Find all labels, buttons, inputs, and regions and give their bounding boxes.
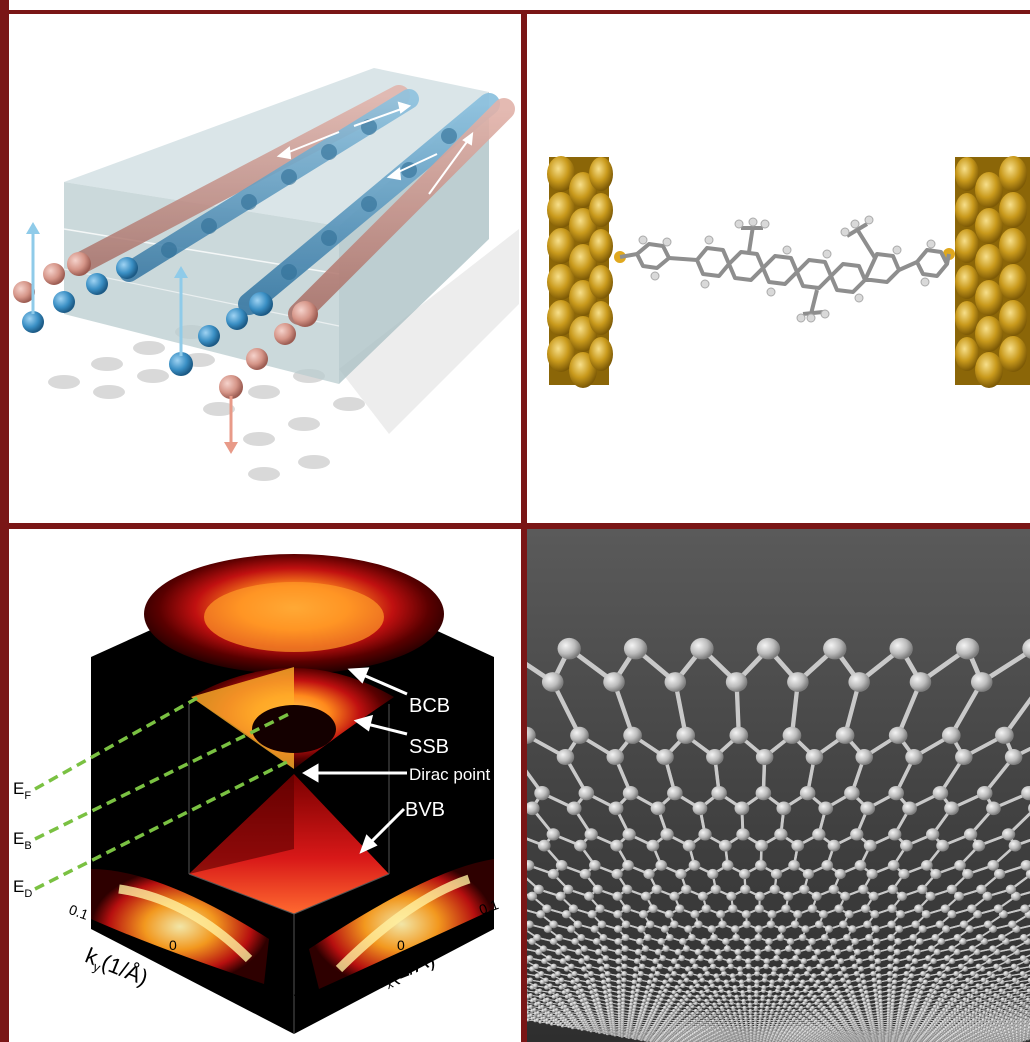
- kx-tick-zero: 0: [397, 937, 405, 953]
- panel-graphene-lattice: [527, 529, 1030, 1042]
- ky-tick-zero: 0: [169, 937, 177, 953]
- molecule-between-electrodes-icon: [547, 156, 1030, 388]
- eb-label: EB: [13, 829, 32, 852]
- hexagonal-lattice-icon: [527, 529, 1030, 1042]
- panel-topological-insulator: [9, 14, 521, 523]
- right-electrode-atoms: [955, 156, 1027, 388]
- bcb-label: BCB: [409, 695, 451, 717]
- dirac-point-label: Dirac point: [409, 765, 491, 784]
- panel-dirac-cone: BCB SSB Dirac point BVB EF EB ED 0.1 0 -…: [9, 529, 521, 1042]
- left-electrode-atoms: [547, 156, 613, 388]
- molecule-backbone: [619, 222, 951, 316]
- ed-label: ED: [13, 877, 33, 900]
- panel-molecular-junction: [527, 14, 1030, 523]
- ef-label: EF: [13, 779, 32, 802]
- ssb-label: SSB: [409, 736, 450, 758]
- spin-channel-diagram-icon: [13, 68, 519, 481]
- bvb-label: BVB: [405, 799, 446, 821]
- annotation-arrows: [302, 667, 408, 854]
- dirac-cone-cube: [34, 554, 494, 1034]
